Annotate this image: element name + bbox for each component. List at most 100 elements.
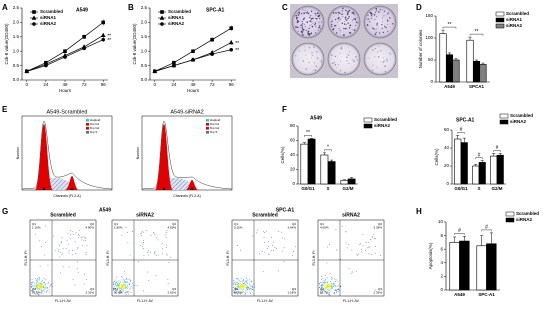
event-dot (334, 281, 336, 282)
event-dot (270, 250, 272, 252)
colony (302, 18, 305, 20)
event-dot (327, 286, 329, 288)
event-dot (334, 292, 335, 293)
event-dot (77, 272, 79, 274)
error-bar (448, 52, 451, 55)
event-dot (246, 289, 248, 291)
legend-swatch (495, 23, 505, 29)
event-dot (327, 281, 329, 283)
event-dot (337, 289, 339, 290)
colony (374, 14, 376, 16)
event-dot (239, 285, 241, 286)
colony (305, 68, 308, 70)
colony (310, 24, 312, 25)
event-dot (335, 278, 337, 280)
event-dot (237, 284, 239, 286)
event-dot (333, 283, 335, 285)
colony (346, 13, 349, 16)
panel-label: B (128, 3, 134, 12)
x-tick-label: 72 (210, 82, 216, 87)
colony (370, 17, 372, 19)
event-dot (36, 281, 38, 282)
event-dot (120, 285, 122, 287)
bar (472, 61, 481, 83)
event-dot (330, 286, 331, 287)
event-dot (239, 287, 241, 289)
event-dot (38, 284, 39, 286)
event-dot (72, 233, 74, 235)
quadrant-name: Q1 (32, 222, 36, 226)
event-dot (321, 286, 323, 288)
colony (318, 25, 321, 27)
bar (478, 162, 486, 185)
event-dot (80, 236, 82, 238)
scatter-x-label: FL1-H: AV (55, 299, 72, 303)
event-dot (332, 277, 334, 279)
event-dot (31, 282, 32, 284)
event-dot (45, 284, 46, 285)
colony (375, 10, 377, 12)
event-dot (336, 291, 338, 293)
colony (308, 33, 311, 36)
event-dot (323, 282, 324, 284)
event-dot (329, 286, 331, 287)
colony (295, 55, 297, 57)
event-dot (242, 283, 243, 285)
event-dot (236, 291, 238, 293)
event-dot (368, 253, 370, 255)
colony (372, 49, 374, 51)
event-dot (33, 291, 34, 293)
colony (330, 23, 333, 26)
scatter-title: siRNA2 (136, 212, 154, 218)
event-dot (68, 266, 70, 268)
colony (353, 60, 355, 62)
event-dot (371, 236, 373, 238)
event-dot (81, 237, 83, 238)
event-dot (247, 282, 248, 284)
event-dot (330, 290, 332, 292)
event-dot (50, 283, 52, 285)
y-tick-label: 10 (438, 219, 444, 224)
histogram-legend-label: Haploid (90, 118, 101, 122)
event-dot (58, 250, 59, 252)
colony (315, 18, 317, 20)
event-dot (238, 280, 240, 282)
bar (460, 142, 468, 185)
colony (352, 12, 355, 15)
event-dot (60, 241, 62, 242)
event-dot (86, 279, 87, 280)
chart-title: SPC-A1 (206, 7, 225, 13)
event-dot (322, 284, 324, 286)
colony (382, 57, 384, 59)
event-dot (42, 286, 43, 288)
series-line (26, 22, 104, 72)
event-dot (48, 289, 50, 291)
error-bar (468, 36, 472, 41)
event-dot (328, 285, 329, 287)
event-dot (121, 292, 122, 293)
bar (327, 161, 336, 185)
event-dot (360, 249, 362, 251)
colony (296, 18, 298, 20)
quadrant-name: Q1 (320, 222, 324, 226)
colony (303, 17, 305, 19)
annotation: ** (235, 41, 239, 47)
colony (383, 60, 385, 63)
colony (309, 16, 311, 19)
event-dot (243, 284, 244, 286)
colony (376, 15, 378, 17)
event-dot (45, 279, 47, 281)
colony (307, 32, 309, 34)
colony (339, 48, 341, 50)
event-dot (234, 292, 235, 293)
event-dot (329, 290, 331, 292)
legend-label: siRNA2 (510, 119, 527, 124)
colony (316, 57, 318, 59)
event-dot (132, 287, 133, 289)
colony (378, 11, 380, 13)
event-dot (237, 286, 239, 288)
event-dot (118, 286, 120, 287)
y-tick-label: 0 (292, 181, 295, 186)
event-dot (321, 282, 323, 283)
x-tick-label: 0 (26, 82, 29, 87)
